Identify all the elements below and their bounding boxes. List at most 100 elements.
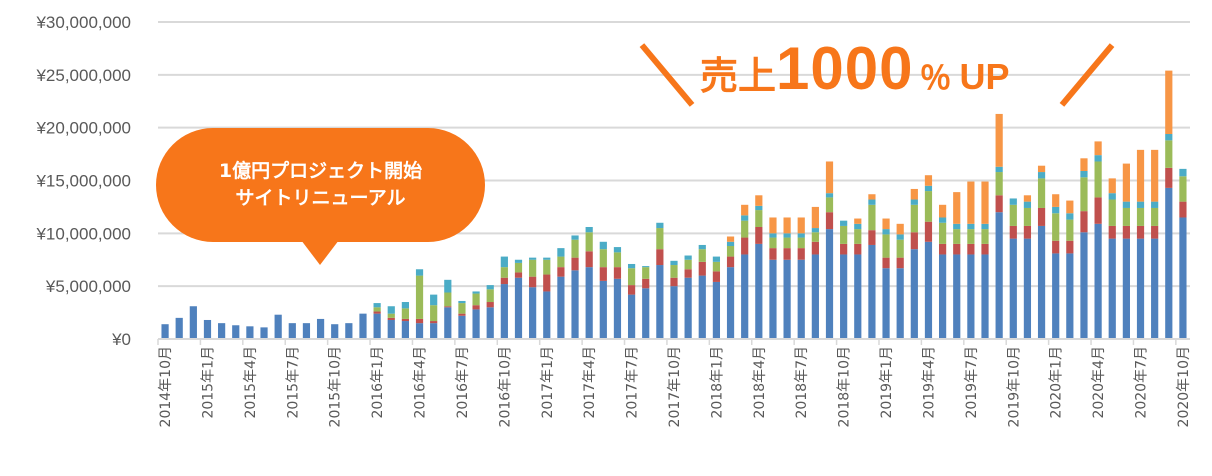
bar-segment-series-3 [1108,199,1116,226]
bar-segment-series-3 [726,246,735,257]
bar-segment-series-1 [387,319,395,339]
bar-segment-series-4 [1151,201,1159,208]
bar-segment-series-3 [698,249,706,262]
x-tick-label: 2017年10月 [667,346,683,427]
bar-segment-series-3 [924,191,933,222]
bar-segment-series-5 [783,217,791,234]
bar-segment-series-1 [161,324,169,339]
bar-segment-series-1 [274,314,282,339]
bar-segment-series-2 [1066,240,1074,254]
bar-segment-series-4 [458,300,466,304]
bar-segment-series-1 [896,268,904,339]
bar-segment-series-4 [755,205,763,211]
bar-segment-series-5 [981,181,989,224]
bar-segment-series-3 [401,308,409,319]
bar-segment-series-3 [910,204,918,233]
bar-segment-series-4 [939,217,947,223]
bar-segment-series-5 [1066,200,1074,214]
bar-segment-series-1 [1052,253,1060,339]
bar-segment-series-3 [1066,219,1074,241]
bar-segment-series-3 [1122,207,1130,226]
bar-segment-series-2 [472,305,480,310]
bar-segment-series-3 [571,239,579,258]
bar-segment-series-2 [882,257,890,269]
bar-segment-series-4 [896,234,904,240]
bar-segment-series-3 [627,268,636,286]
x-tick-label: 2019年7月 [964,346,980,419]
bar-segment-series-3 [430,305,438,322]
bar-segment-series-4 [1009,198,1017,205]
bar-segment-series-3 [967,229,975,244]
bar-segment-series-5 [854,218,862,224]
bar-segment-series-4 [430,294,438,306]
bar-segment-series-3 [769,237,777,249]
x-tick-label: 2019年1月 [879,346,895,419]
bar-segment-series-4 [472,291,480,294]
bar-segment-series-2 [529,276,537,288]
bar-segment-series-2 [981,243,989,255]
bar-segment-series-3 [1023,207,1032,226]
bar-segment-series-1 [783,259,791,339]
bar-segment-series-4 [726,241,735,247]
x-tick-label: 2015年4月 [243,346,259,419]
bar-segment-series-4 [1037,172,1046,179]
y-tick-label: ¥20,000,000 [35,119,131,138]
bar-segment-series-5 [882,218,890,230]
y-tick-label: ¥10,000,000 [35,224,131,243]
bar-segment-series-1 [981,254,989,339]
bar-segment-series-1 [797,259,805,339]
bar-segment-series-3 [1136,207,1145,226]
headline-part-up: UP [959,56,1010,97]
bar-segment-series-4 [783,233,791,238]
bar-segment-series-4 [868,199,876,205]
bar-segment-series-1 [316,318,325,339]
bar-segment-series-3 [1165,140,1173,168]
bar-segment-series-1 [529,287,537,339]
bar-segment-series-3 [1080,177,1088,212]
bar-segment-series-3 [543,259,551,275]
bar-segment-series-3 [557,256,565,268]
bar-segment-series-2 [811,241,819,255]
bar-segment-series-2 [656,249,664,266]
bar-segment-series-5 [1037,165,1046,173]
bar-segment-series-5 [1136,149,1145,202]
bar-segment-series-4 [698,244,706,250]
x-tick-label: 2018年10月 [837,346,853,427]
bar-segment-series-1 [995,212,1003,339]
bar-segment-series-2 [514,272,523,278]
bar-segment-series-1 [613,278,622,339]
x-tick-label: 2016年7月 [455,346,471,419]
x-tick-label: 2017年1月 [540,346,556,419]
x-tick-label: 2016年1月 [370,346,386,419]
bar-segment-series-4 [1179,168,1187,177]
bar-segment-series-3 [458,303,466,314]
bar-segment-series-2 [995,195,1003,213]
bar-segment-series-1 [825,229,834,339]
bar-segment-series-3 [882,234,890,258]
bar-segment-series-1 [585,267,593,339]
bar-segment-series-4 [924,185,933,192]
bar-segment-series-2 [797,248,805,260]
bar-segment-series-1 [486,307,494,339]
bar-segment-series-1 [430,323,438,339]
x-tick-label: 2015年1月 [200,346,216,419]
bar-segment-series-4 [769,233,777,238]
bar-segment-series-3 [444,292,452,307]
x-tick-label: 2019年4月 [921,346,937,419]
bar-segment-series-5 [953,192,961,224]
x-tick-label: 2019年10月 [1006,346,1022,427]
bar-segment-series-2 [1009,225,1017,239]
headline-part-number: 1000 [776,35,914,102]
bar-segment-series-1 [910,249,918,339]
bar-segment-series-1 [684,277,692,339]
bar-segment-series-2 [430,321,438,324]
bar-segment-series-1 [967,254,975,339]
bar-segment-series-2 [953,243,961,255]
bar-segment-series-3 [854,229,862,244]
bar-segment-series-4 [825,193,834,198]
bar-segment-series-2 [1052,240,1060,254]
bar-segment-series-1 [939,254,947,339]
bar-segment-series-2 [1122,225,1130,239]
x-tick-label: 2018年7月 [794,346,810,419]
bar-segment-series-2 [825,212,834,230]
